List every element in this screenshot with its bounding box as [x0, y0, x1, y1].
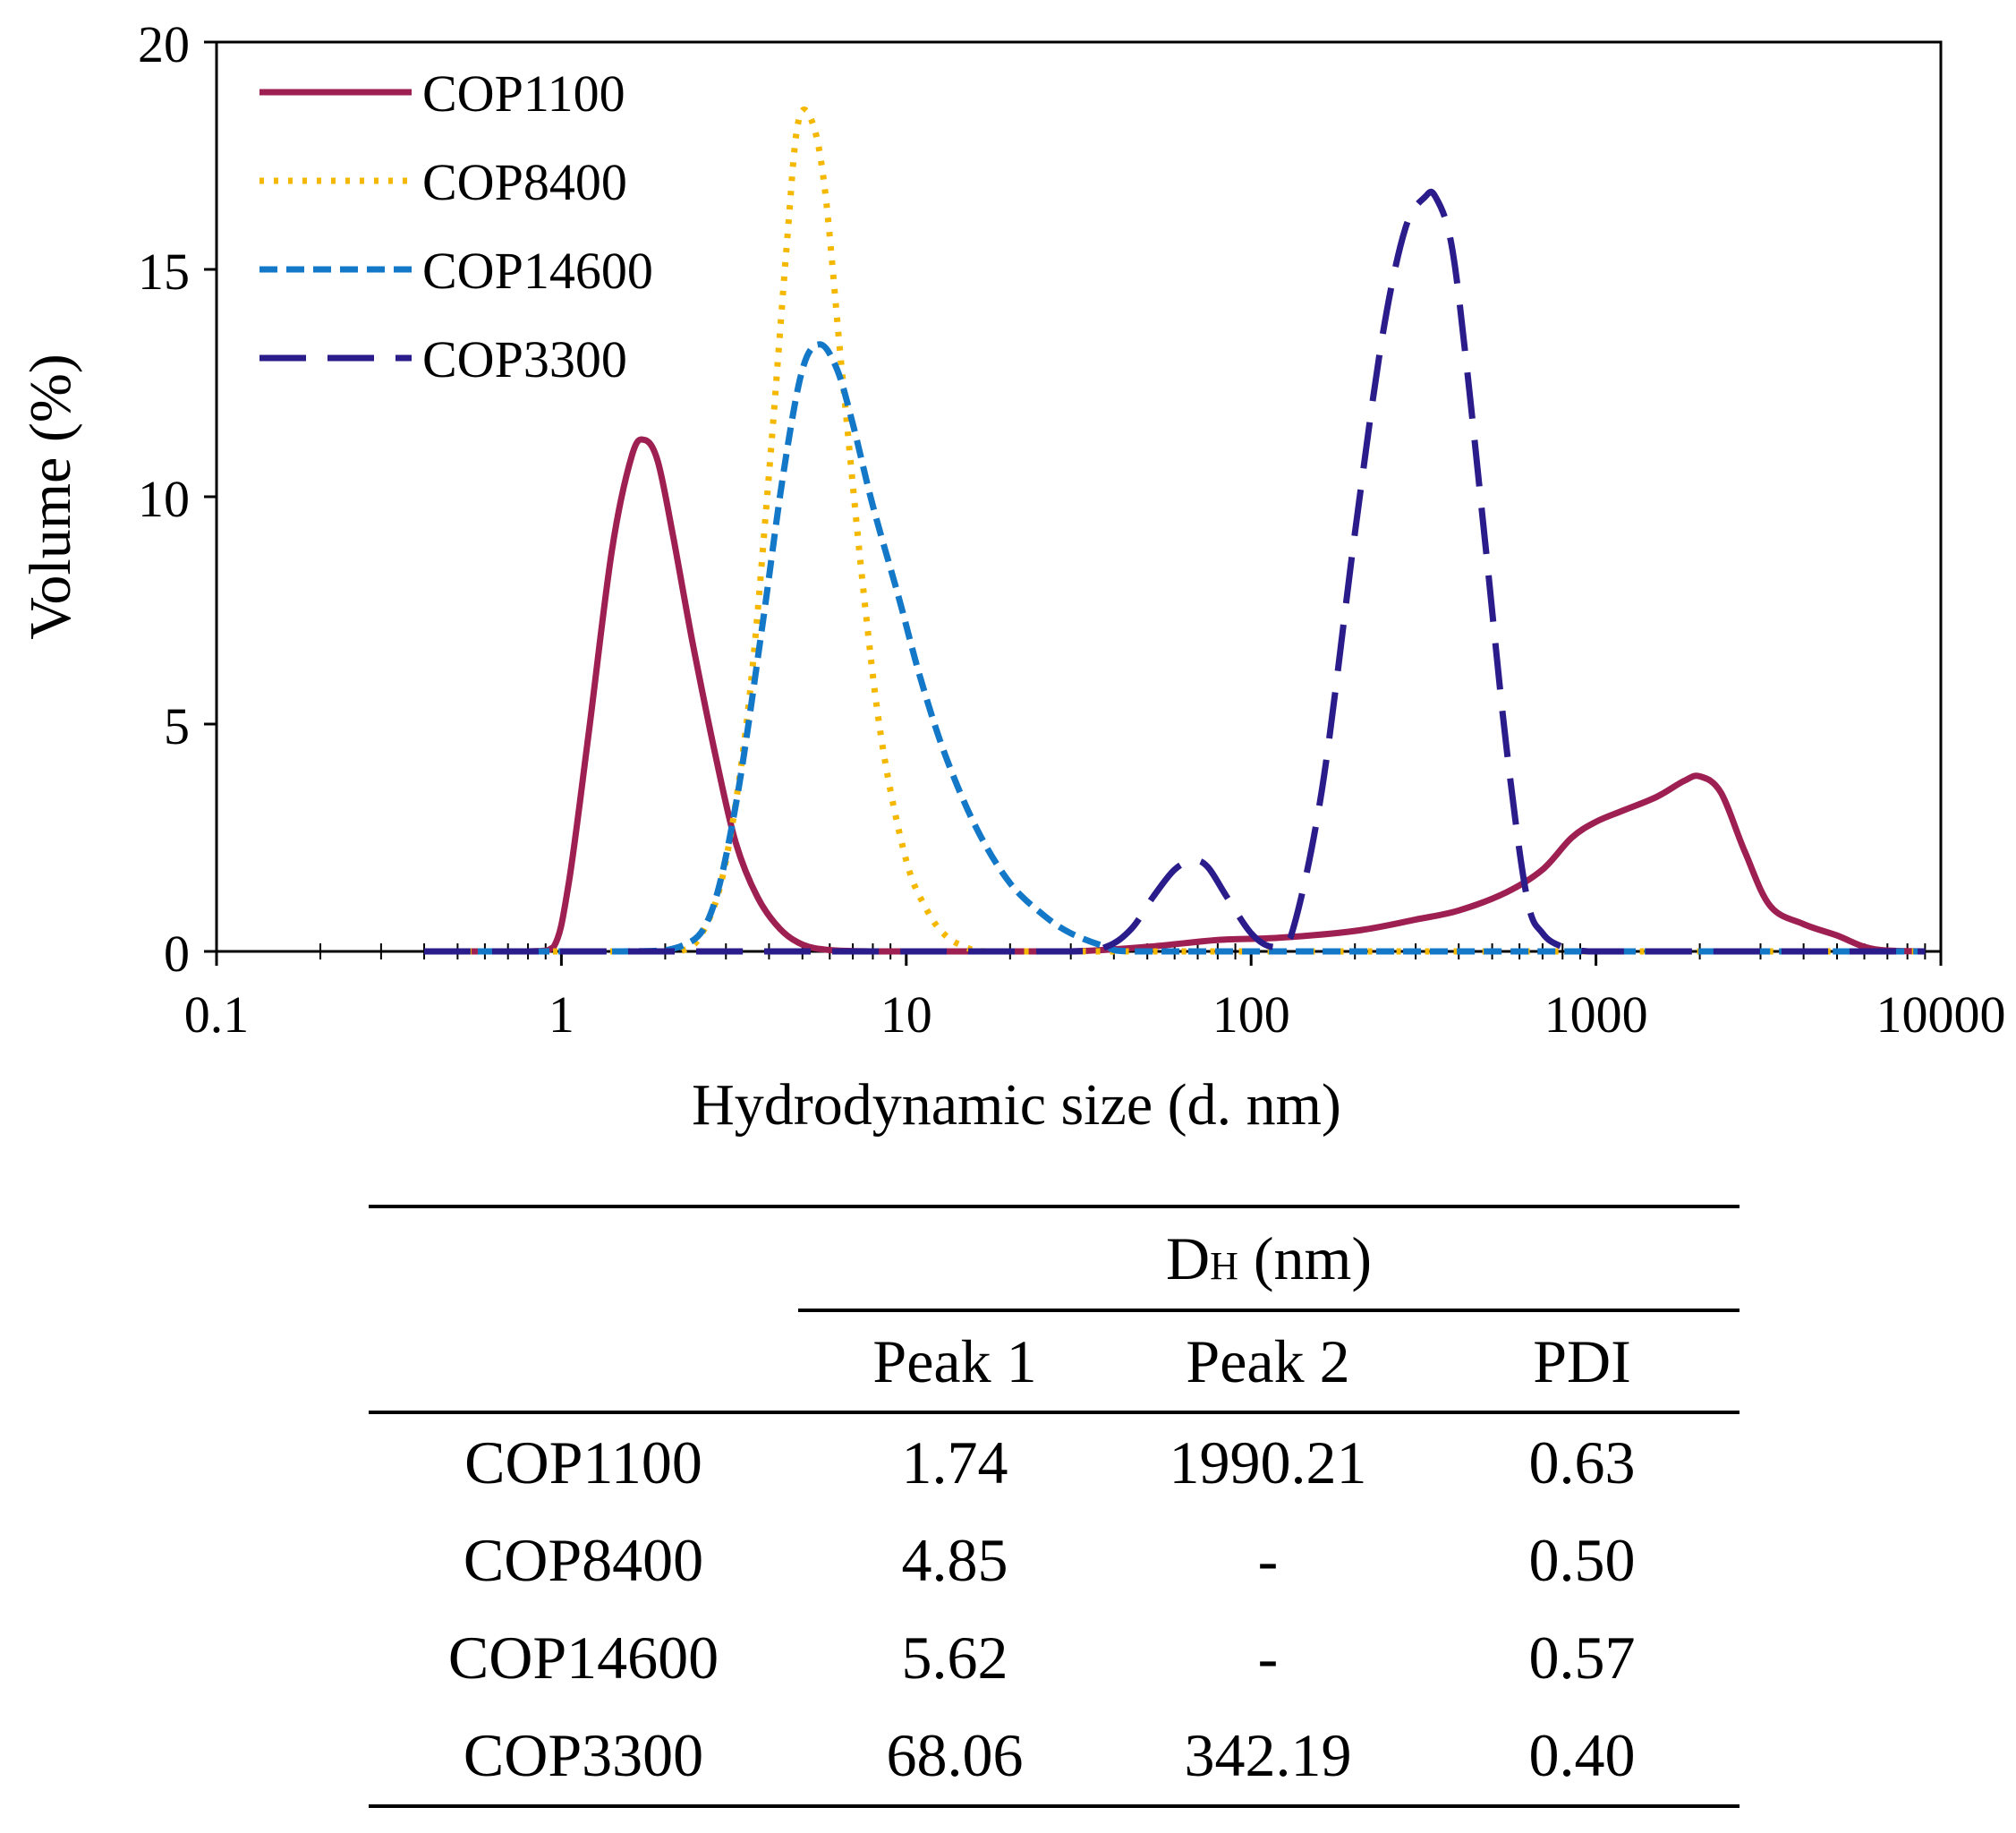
- pdi-value: 0.40: [1528, 1721, 1636, 1789]
- series-layer: [424, 107, 1926, 955]
- table-row: COP3300 68.06 342.19 0.40: [369, 1707, 1740, 1806]
- sample-name: COP1100: [464, 1428, 702, 1496]
- hydrodynamic-size-table: DH (nm) Peak 1 Peak 2 PDI COP1100 1.74 1…: [369, 1205, 1740, 1808]
- legend: COP1100 COP8400 COP14600 COP3300: [259, 64, 653, 388]
- peak1-value: 5.62: [901, 1624, 1008, 1692]
- table-row: COP8400 4.85 - 0.50: [369, 1512, 1740, 1609]
- column-header-pdi: PDI: [1533, 1326, 1631, 1395]
- column-header-peak2: Peak 2: [1186, 1326, 1350, 1395]
- peak1-value: 4.85: [901, 1526, 1008, 1594]
- x-tick-label: 10: [880, 985, 932, 1044]
- y-tick-label: 10: [138, 470, 190, 528]
- column-header-peak1: Peak 1: [872, 1326, 1037, 1395]
- pdi-value: 0.63: [1528, 1428, 1636, 1496]
- y-tick-label: 20: [138, 15, 190, 73]
- series-line-cop14600: [424, 341, 1926, 955]
- x-tick-label: 1000: [1544, 985, 1648, 1044]
- table-row: COP1100 1.74 1990.21 0.63: [369, 1412, 1740, 1512]
- peak1-value: 1.74: [901, 1428, 1008, 1496]
- series-line-cop3300: [424, 188, 1926, 955]
- x-tick-label: 10000: [1876, 985, 2006, 1044]
- y-tick-label: 5: [164, 697, 190, 755]
- y-tick-label: 0: [164, 925, 190, 983]
- table-corner-cell: [369, 1206, 798, 1310]
- dh-unit: (nm): [1238, 1223, 1373, 1292]
- legend-label: COP8400: [422, 153, 627, 211]
- table-column-header-row: Peak 1 Peak 2 PDI: [369, 1310, 1740, 1412]
- peak2-value: 1990.21: [1169, 1428, 1367, 1496]
- table-corner-cell-2: [369, 1310, 798, 1412]
- sample-name: COP14600: [447, 1624, 719, 1692]
- peak2-value: -: [1257, 1624, 1279, 1692]
- x-axis: 0.1 1 10 100 1000 10000: [184, 943, 2006, 1044]
- pdi-value: 0.50: [1528, 1526, 1636, 1594]
- x-tick-label: 100: [1212, 985, 1290, 1044]
- peak2-value: 342.19: [1184, 1721, 1352, 1789]
- y-axis-label: Volume (%): [18, 354, 83, 640]
- sample-name: COP3300: [463, 1721, 704, 1789]
- table-row: COP14600 5.62 - 0.57: [369, 1609, 1740, 1707]
- table-group-header-row: DH (nm): [369, 1206, 1740, 1312]
- dls-chart: 0 5 10 15 20 0.1 1 10 100 1000 10000 COP1100 COP84…: [18, 15, 2006, 1138]
- series-line-cop1100: [424, 436, 1926, 955]
- dh-group-header: DH (nm): [798, 1206, 1740, 1312]
- pdi-value: 0.57: [1528, 1624, 1636, 1692]
- dh-symbol: D: [1165, 1223, 1211, 1292]
- legend-label: COP3300: [422, 330, 627, 388]
- peak2-value: -: [1257, 1526, 1279, 1594]
- x-axis-label: Hydrodynamic size (d. nm): [692, 1072, 1341, 1138]
- x-tick-label: 0.1: [184, 985, 250, 1044]
- sample-name: COP8400: [463, 1526, 704, 1594]
- peak1-value: 68.06: [886, 1721, 1024, 1789]
- y-tick-label: 15: [138, 243, 190, 301]
- y-axis: 0 5 10 15 20: [138, 15, 217, 983]
- legend-label: COP1100: [422, 64, 625, 123]
- x-tick-label: 1: [549, 985, 574, 1044]
- series-line-cop8400: [424, 107, 1926, 955]
- legend-label: COP14600: [422, 242, 653, 300]
- dh-subscript: H: [1210, 1243, 1238, 1288]
